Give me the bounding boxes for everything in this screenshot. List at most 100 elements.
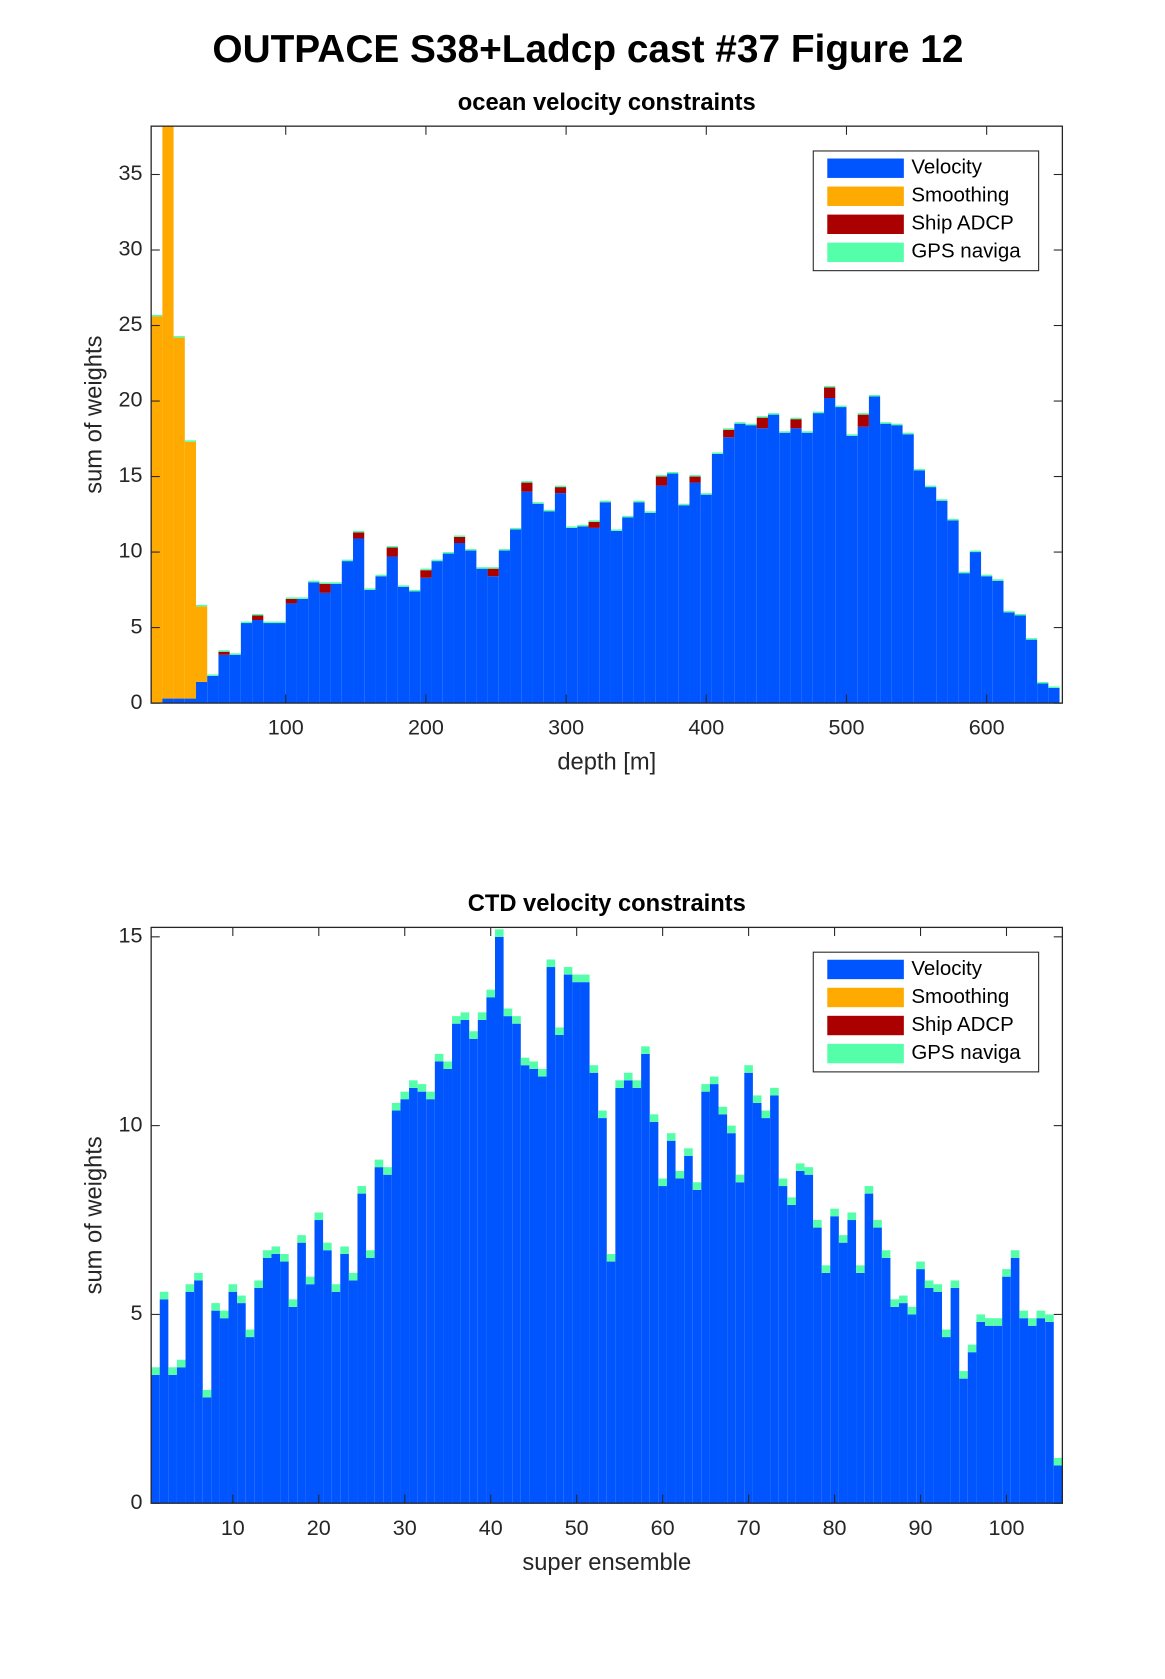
bar-segment bbox=[1045, 1321, 1054, 1504]
bar-segment bbox=[1036, 1318, 1046, 1504]
bar-segment bbox=[420, 570, 432, 578]
bar-segment bbox=[723, 437, 735, 704]
bar-segment bbox=[778, 1186, 788, 1504]
bar-segment bbox=[615, 1080, 624, 1088]
bar-segment bbox=[981, 574, 993, 577]
bar-segment bbox=[285, 603, 297, 704]
bar-segment bbox=[985, 1325, 994, 1504]
bar-segment bbox=[813, 1227, 822, 1504]
bar-segment bbox=[1003, 610, 1015, 613]
y-tick-label: 25 bbox=[119, 311, 143, 336]
bar-segment bbox=[563, 967, 573, 975]
bar-segment bbox=[667, 473, 679, 704]
bar-segment bbox=[868, 396, 881, 704]
bar-segment bbox=[245, 1337, 255, 1504]
bar-segment bbox=[442, 552, 454, 554]
bar-segment bbox=[924, 487, 937, 704]
legend-label: Smoothing bbox=[911, 184, 1009, 207]
bar-segment bbox=[453, 543, 466, 704]
bar-segment bbox=[666, 1140, 676, 1504]
bar-segment bbox=[319, 582, 331, 584]
bar-segment bbox=[959, 1378, 968, 1504]
bar-segment bbox=[801, 432, 813, 704]
bar-segment bbox=[821, 1272, 831, 1504]
bar-segment bbox=[684, 1155, 693, 1504]
bar-segment bbox=[237, 1303, 246, 1504]
bar-segment bbox=[734, 423, 746, 704]
bar-segment bbox=[684, 1148, 693, 1156]
bar-segment bbox=[967, 1344, 977, 1353]
bar-segment bbox=[718, 1106, 728, 1115]
bar-segment bbox=[274, 621, 286, 624]
bar-segment bbox=[711, 453, 724, 704]
bar-segment bbox=[580, 974, 590, 983]
bar-segment bbox=[976, 1314, 986, 1322]
bar-segment bbox=[218, 654, 230, 704]
bar-segment bbox=[752, 1095, 762, 1103]
x-axis-label: depth [m] bbox=[557, 750, 656, 776]
x-tick-label: 100 bbox=[268, 715, 304, 740]
bar-segment bbox=[902, 432, 914, 435]
bar-segment bbox=[667, 472, 679, 474]
bar-segment bbox=[176, 1359, 186, 1368]
bar-segment bbox=[443, 1068, 453, 1504]
bar-segment bbox=[207, 675, 219, 704]
legend-swatch bbox=[827, 1015, 904, 1036]
bar-segment bbox=[610, 529, 623, 531]
bar-segment bbox=[503, 1008, 513, 1017]
bar-segment bbox=[993, 1325, 1003, 1504]
bar-segment bbox=[599, 500, 611, 503]
bar-segment bbox=[252, 620, 264, 704]
bar-segment bbox=[319, 592, 331, 704]
bar-segment bbox=[767, 414, 780, 704]
bar-segment bbox=[323, 1242, 332, 1251]
bar-segment bbox=[330, 582, 342, 584]
bar-segment bbox=[314, 1220, 324, 1504]
bar-segment bbox=[285, 597, 297, 599]
bar-segment bbox=[537, 1068, 547, 1077]
bar-segment bbox=[443, 1061, 453, 1069]
bar-segment bbox=[632, 1080, 642, 1088]
bar-segment bbox=[856, 1272, 865, 1504]
legend-swatch bbox=[827, 186, 904, 206]
x-tick-label: 80 bbox=[823, 1515, 847, 1540]
bar-segment bbox=[228, 1284, 238, 1292]
bar-segment bbox=[417, 1091, 427, 1504]
bar-segment bbox=[787, 1204, 796, 1504]
bar-segment bbox=[890, 1299, 900, 1307]
bar-segment bbox=[512, 1023, 521, 1504]
bar-segment bbox=[633, 500, 645, 503]
bar-segment bbox=[1010, 1250, 1020, 1258]
bar-segment bbox=[856, 1265, 865, 1273]
bar-segment bbox=[727, 1133, 736, 1504]
y-axis-label: sum of weights bbox=[81, 1136, 107, 1294]
x-tick-label: 50 bbox=[565, 1515, 589, 1540]
bar-segment bbox=[487, 567, 499, 569]
bar-segment bbox=[173, 698, 185, 704]
bar-segment bbox=[1014, 613, 1026, 616]
bar-segment bbox=[469, 1038, 478, 1504]
bar-segment bbox=[543, 511, 555, 704]
bar-segment bbox=[606, 1261, 616, 1504]
bar-segment bbox=[588, 520, 600, 522]
bar-segment bbox=[689, 482, 701, 704]
legend-swatch bbox=[827, 214, 904, 235]
bar-segment bbox=[950, 1287, 960, 1504]
x-tick-label: 70 bbox=[737, 1515, 761, 1540]
bar-segment bbox=[442, 553, 454, 704]
bar-segment bbox=[288, 1299, 298, 1307]
bar-segment bbox=[787, 1197, 796, 1205]
bar-segment bbox=[487, 576, 499, 704]
bar-segment bbox=[709, 1076, 719, 1085]
bar-segment bbox=[353, 530, 365, 533]
bar-segment bbox=[245, 1329, 255, 1338]
bar-segment bbox=[546, 959, 556, 968]
x-tick-label: 500 bbox=[829, 715, 865, 740]
bar-segment bbox=[666, 1133, 676, 1141]
bar-segment bbox=[692, 1189, 702, 1504]
bar-segment bbox=[924, 1287, 934, 1504]
bar-segment bbox=[554, 487, 567, 494]
x-tick-label: 200 bbox=[408, 715, 444, 740]
bar-segment bbox=[735, 1174, 745, 1183]
